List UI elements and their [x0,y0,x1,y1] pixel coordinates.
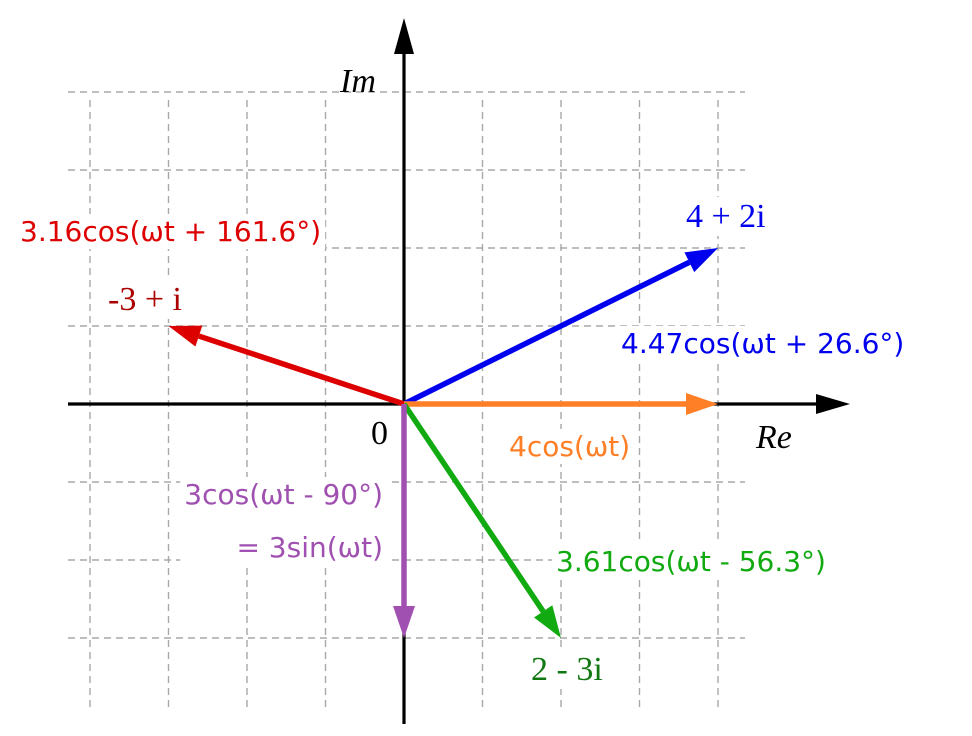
formula-purple-line1: 3cos(ωt - 90°) [184,478,383,511]
red-formula-background [16,214,326,249]
vector-label-4-plus-2i: 4 + 2i [686,198,766,235]
v-orange-arrowhead [686,393,718,415]
v-green-arrowhead [534,605,561,638]
vector-label-minus-3-plus-i: -3 + i [108,281,182,318]
origin-label: 0 [371,415,388,452]
formula-purple-line2: = 3sin(ωt) [236,531,383,564]
blue-formula-background [617,326,909,361]
red-label-background [104,280,186,319]
purple-formula-background [180,477,387,565]
phasor-vectors [168,248,718,638]
v-green-shaft [401,402,546,613]
formula-green: 3.61cos(ωt - 56.3°) [556,545,826,578]
v-red-arrowhead [168,325,203,347]
real-axis-label: Re [755,419,792,456]
imaginary-axis-label: Im [339,63,376,100]
formula-orange: 4cos(ωt) [509,430,630,463]
vector-label-2-minus-3i: 2 - 3i [531,651,603,688]
orange-formula-background [505,429,635,464]
v-red-shaft [198,333,405,407]
imaginary-axis-arrowhead [394,18,414,54]
v-purple-arrowhead [393,606,415,638]
v-blue-shaft [402,259,691,407]
v-blue-arrowhead [684,248,718,273]
real-axis-arrowhead [816,394,850,414]
green-label-background [527,650,607,689]
formula-red: 3.16cos(ωt + 161.6°) [20,215,321,248]
green-formula-background [552,544,830,579]
formula-blue: 4.47cos(ωt + 26.6°) [621,327,904,360]
blue-label-background [682,197,770,236]
